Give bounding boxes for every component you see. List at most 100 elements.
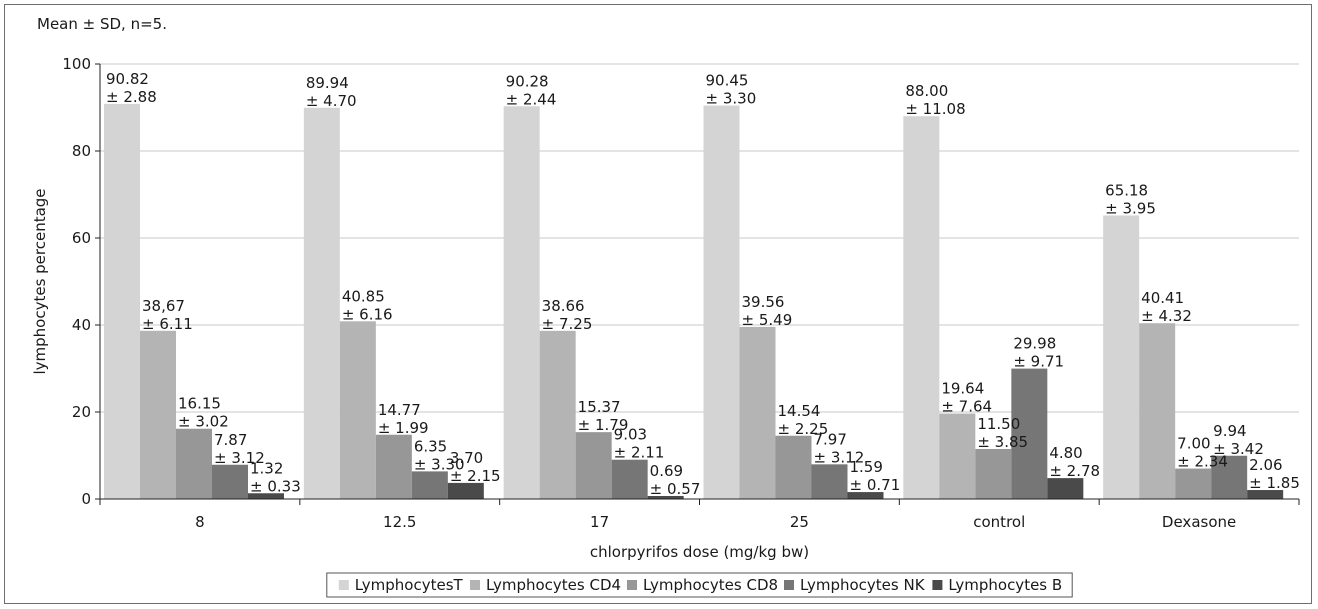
x-axis-title: chlorpyrifos dose (mg/kg bw) bbox=[590, 543, 809, 561]
bar bbox=[140, 330, 176, 499]
data-label-sd: ± 1.79 bbox=[578, 416, 629, 434]
bar bbox=[811, 464, 848, 499]
data-label-sd: ± 3.12 bbox=[214, 449, 265, 467]
y-tick-label: 0 bbox=[81, 490, 91, 508]
legend-swatch bbox=[627, 580, 637, 590]
data-label-value: 15.37 bbox=[578, 398, 621, 416]
data-label-value: 88.00 bbox=[905, 82, 948, 100]
data-label-value: 14.54 bbox=[778, 402, 821, 420]
data-label-value: 38,67 bbox=[142, 297, 185, 315]
data-label-sd: ± 7.25 bbox=[542, 315, 593, 333]
bar bbox=[647, 495, 684, 499]
data-label-sd: ± 4.70 bbox=[306, 92, 357, 110]
data-label-sd: ± 6.16 bbox=[342, 305, 393, 323]
data-label-sd: ± 2.15 bbox=[450, 467, 501, 485]
y-tick-label: 40 bbox=[72, 316, 91, 334]
bar bbox=[1211, 455, 1248, 499]
legend-swatch bbox=[932, 580, 943, 590]
bar bbox=[1011, 368, 1048, 499]
data-label-sd: ± 0.71 bbox=[850, 476, 901, 494]
data-label-value: 9.94 bbox=[1213, 422, 1246, 440]
data-label-value: 7.87 bbox=[214, 431, 247, 449]
data-label-sd: ± 2.44 bbox=[506, 90, 557, 108]
legend-swatch bbox=[784, 580, 794, 590]
data-label-sd: ± 0.33 bbox=[250, 477, 301, 495]
data-label-sd: ± 1.85 bbox=[1249, 474, 1300, 492]
legend-item-label: Lymphocytes CD4 bbox=[486, 576, 621, 594]
bar bbox=[447, 482, 484, 499]
data-label-value: 11.50 bbox=[977, 415, 1020, 433]
chart-note: Mean ± SD, n=5. bbox=[37, 15, 167, 33]
bar bbox=[611, 459, 648, 499]
data-label-value: 0.69 bbox=[650, 462, 683, 480]
x-tick-label: control bbox=[973, 513, 1025, 531]
data-label-value: 6.35 bbox=[414, 437, 447, 455]
data-label-sd: ± 3.30 bbox=[706, 90, 757, 108]
legend-item-label: LymphocytesT bbox=[355, 576, 464, 594]
bar bbox=[212, 464, 248, 499]
data-label-sd: ± 7.64 bbox=[941, 398, 992, 416]
y-tick-label: 20 bbox=[72, 403, 91, 421]
data-label-value: 9.03 bbox=[614, 426, 647, 444]
bar bbox=[539, 330, 576, 499]
data-label-value: 1.32 bbox=[250, 459, 283, 477]
chart-frame: Mean ± SD, n=5. 0 20 40 60 80 100 8 12.5 17 25 con… bbox=[4, 4, 1312, 604]
data-label-value: 19.64 bbox=[941, 380, 984, 398]
bar bbox=[303, 107, 340, 500]
bar bbox=[739, 326, 776, 499]
data-label-sd: ± 3.12 bbox=[814, 448, 865, 466]
data-label-sd: ± 2.88 bbox=[106, 88, 157, 106]
y-axis-title: lymphocytes percentage bbox=[31, 188, 49, 374]
data-label-sd: ± 5.49 bbox=[742, 311, 793, 329]
data-label-sd: ± 0.57 bbox=[650, 480, 701, 498]
data-label-value: 90.45 bbox=[706, 72, 749, 90]
bar bbox=[1047, 478, 1084, 499]
bar bbox=[1247, 490, 1284, 499]
data-label-value: 65.18 bbox=[1105, 181, 1148, 199]
bar bbox=[575, 432, 612, 499]
data-label-value: 1.59 bbox=[850, 458, 883, 476]
bar bbox=[104, 103, 140, 500]
legend-item-label: Lymphocytes CD8 bbox=[643, 576, 778, 594]
bar bbox=[903, 116, 940, 499]
data-label-value: 40.85 bbox=[342, 287, 385, 305]
data-label-sd: ± 11.08 bbox=[905, 100, 965, 118]
x-tick-label: 8 bbox=[195, 513, 205, 531]
bar bbox=[1139, 323, 1176, 499]
x-tick-label: 12.5 bbox=[383, 513, 416, 531]
bar bbox=[847, 492, 884, 499]
legend-box bbox=[326, 572, 1073, 598]
data-label-sd: ± 3.95 bbox=[1105, 199, 1156, 217]
data-label-sd: ± 9.71 bbox=[1013, 353, 1064, 371]
data-label-value: 14.77 bbox=[378, 401, 421, 419]
y-tick-label: 80 bbox=[72, 142, 91, 160]
data-label-value: 38.66 bbox=[542, 297, 585, 315]
data-label-sd: ± 6.11 bbox=[142, 315, 193, 333]
data-label-sd: ± 2.78 bbox=[1049, 462, 1100, 480]
bar-chart: 0 20 40 60 80 100 8 12.5 17 25 control Dexasone chlo… bbox=[31, 55, 1300, 598]
data-label-value: 90.28 bbox=[506, 72, 549, 90]
bar bbox=[939, 413, 976, 499]
bar bbox=[775, 435, 812, 499]
legend-item-label: Lymphocytes NK bbox=[800, 576, 926, 594]
y-tick-label: 100 bbox=[62, 55, 91, 73]
data-label-sd: ± 2.11 bbox=[614, 444, 665, 462]
data-label-value: 90.82 bbox=[106, 70, 149, 88]
data-label-sd: ± 2.34 bbox=[1177, 453, 1228, 471]
data-label-sd: ± 1.99 bbox=[378, 419, 429, 437]
data-label-value: 4.80 bbox=[1049, 444, 1082, 462]
data-label-value: 2.06 bbox=[1249, 456, 1282, 474]
bar bbox=[503, 106, 540, 500]
bar bbox=[1103, 215, 1140, 500]
data-label-value: 29.98 bbox=[1013, 335, 1056, 353]
data-label-sd: ± 3.85 bbox=[977, 433, 1028, 451]
bar bbox=[248, 493, 284, 499]
data-label-value: 7.97 bbox=[814, 430, 847, 448]
data-label-value: 7.00 bbox=[1177, 435, 1210, 453]
y-tick-label: 60 bbox=[72, 229, 91, 247]
data-label-value: 89.94 bbox=[306, 74, 349, 92]
data-label-sd: ± 3.42 bbox=[1213, 440, 1264, 458]
data-label-sd: ± 4.32 bbox=[1141, 307, 1192, 325]
data-label-sd: ± 3.30 bbox=[414, 455, 465, 473]
data-label-value: 40.41 bbox=[1141, 289, 1184, 307]
